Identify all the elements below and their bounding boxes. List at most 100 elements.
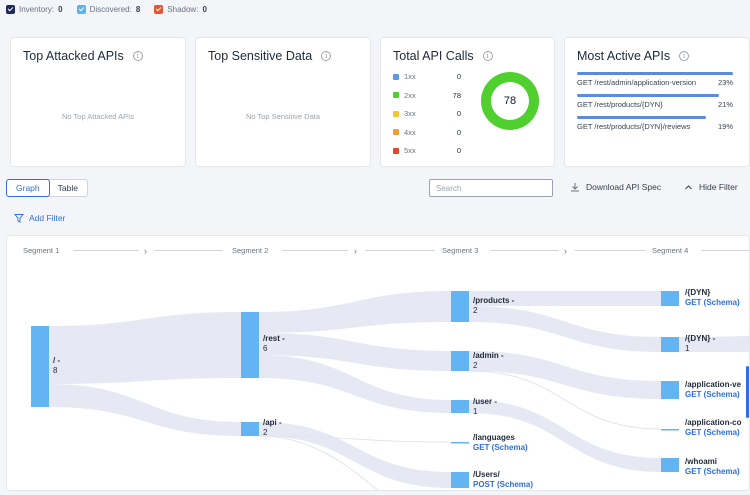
link-rest-products[interactable] bbox=[259, 291, 451, 333]
status-label: 1xx bbox=[404, 72, 416, 81]
link-dyncount-out[interactable] bbox=[679, 336, 750, 352]
link-products-dyncount[interactable] bbox=[469, 306, 661, 352]
node-appcon-method[interactable]: GET (Schema) bbox=[685, 428, 740, 437]
node-root-count: 8 bbox=[53, 366, 58, 375]
active-api-row[interactable]: GET /rest/products/{DYN}/reviews 19% bbox=[577, 116, 733, 138]
link-api-users[interactable] bbox=[259, 422, 451, 488]
discovered-label: Discovered: bbox=[89, 5, 132, 14]
status-count: 0 bbox=[456, 72, 461, 81]
hide-filter-button[interactable]: Hide Filter bbox=[684, 182, 738, 192]
chevron-right-icon: › bbox=[354, 246, 357, 256]
status-code-list: 1xx 0 2xx 78 3xx 0 4xx 0 5xx 0 bbox=[393, 72, 461, 165]
status-label: 2xx bbox=[404, 90, 416, 100]
status-row-5xx: 5xx 0 bbox=[393, 146, 461, 155]
node-api-count: 2 bbox=[263, 428, 268, 437]
info-icon[interactable]: i bbox=[679, 51, 690, 61]
node-appver[interactable] bbox=[661, 381, 679, 399]
active-api-row[interactable]: GET /rest/products/{DYN} 21% bbox=[577, 94, 733, 116]
api-path: GET /rest/admin/application-version bbox=[577, 78, 697, 87]
shadow-checkbox[interactable] bbox=[154, 5, 164, 14]
link-rest-user[interactable] bbox=[259, 355, 451, 413]
search-input[interactable] bbox=[429, 179, 553, 197]
node-users[interactable] bbox=[451, 472, 469, 488]
chevron-right-icon: › bbox=[564, 246, 567, 256]
node-api[interactable] bbox=[241, 422, 259, 436]
node-dyn-get[interactable] bbox=[661, 291, 679, 306]
discovered-checkbox[interactable] bbox=[76, 5, 86, 14]
link-admin-appver[interactable] bbox=[469, 351, 661, 399]
active-api-list: GET /rest/admin/application-version 23% … bbox=[577, 72, 733, 138]
status-count: 78 bbox=[452, 90, 461, 100]
node-dyn-count[interactable] bbox=[661, 337, 679, 352]
status-row-4xx: 4xx 0 bbox=[393, 128, 461, 137]
node-admin[interactable] bbox=[451, 351, 469, 371]
node-dyn-count-label: /{DYN} - bbox=[685, 334, 716, 343]
node-products-label: /products - bbox=[473, 296, 515, 305]
usage-bar bbox=[577, 94, 719, 97]
usage-bar bbox=[577, 72, 733, 75]
node-root[interactable] bbox=[31, 326, 49, 407]
node-user-count: 1 bbox=[473, 407, 478, 416]
node-rest-label: /rest - bbox=[263, 334, 285, 343]
shadow-filter[interactable]: Shadow: 0 bbox=[154, 5, 207, 14]
add-filter-button[interactable]: Add Filter bbox=[14, 213, 65, 223]
node-user[interactable] bbox=[451, 400, 469, 413]
info-icon[interactable]: i bbox=[132, 51, 143, 61]
node-dyn-get-method[interactable]: GET (Schema) bbox=[685, 298, 740, 307]
active-api-row[interactable]: GET /rest/admin/application-version 23% bbox=[577, 72, 733, 94]
node-whoami[interactable] bbox=[661, 458, 679, 472]
node-appcon-label: /application-co bbox=[685, 418, 742, 427]
link-root-api[interactable] bbox=[49, 384, 241, 436]
status-row-3xx: 3xx 0 bbox=[393, 109, 461, 118]
segment-divider bbox=[155, 250, 223, 251]
node-dyn-get-label: /{DYN} bbox=[685, 288, 711, 297]
filter-icon bbox=[14, 214, 24, 223]
link-api-languages[interactable] bbox=[258, 435, 452, 443]
node-rest[interactable] bbox=[241, 312, 259, 378]
link-api-offscreen[interactable] bbox=[258, 435, 387, 491]
top-attacked-card: Top Attacked APIs i No Top Attacked APIs bbox=[10, 37, 186, 167]
node-appver-method[interactable]: GET (Schema) bbox=[685, 390, 740, 399]
node-appcon[interactable] bbox=[661, 429, 679, 431]
inventory-filter[interactable]: Inventory: 0 bbox=[6, 5, 63, 14]
status-count: 0 bbox=[456, 109, 461, 118]
link-admin-appcon[interactable] bbox=[468, 370, 662, 430]
download-icon bbox=[571, 183, 579, 192]
hide-filter-label: Hide Filter bbox=[699, 182, 738, 192]
status-row-1xx: 1xx 0 bbox=[393, 72, 461, 81]
api-path: GET /rest/products/{DYN}/reviews bbox=[577, 122, 691, 131]
node-languages-method[interactable]: GET (Schema) bbox=[473, 443, 528, 452]
sankey-links bbox=[49, 291, 750, 488]
node-root-label: / - bbox=[53, 356, 61, 365]
tab-table[interactable]: Table bbox=[57, 183, 78, 193]
sankey-graph bbox=[31, 291, 750, 491]
chevron-up-icon bbox=[685, 184, 692, 189]
node-products[interactable] bbox=[451, 291, 469, 322]
status-count: 0 bbox=[456, 127, 461, 137]
api-graph-panel: Segment 1 › Segment 2 › Segment 3 › Segm… bbox=[6, 235, 750, 491]
segment-header-4: Segment 4 bbox=[652, 246, 689, 255]
tab-graph[interactable]: Graph bbox=[6, 179, 50, 197]
link-root-rest[interactable] bbox=[49, 312, 241, 384]
link-products-dyn[interactable] bbox=[469, 291, 661, 306]
download-api-spec-button[interactable]: Download API Spec bbox=[570, 182, 661, 192]
node-whoami-method[interactable]: GET (Schema) bbox=[685, 467, 740, 476]
node-users-method[interactable]: POST (Schema) bbox=[473, 480, 534, 489]
horizontal-scroll-handle[interactable] bbox=[746, 366, 749, 418]
info-icon[interactable]: i bbox=[482, 51, 493, 61]
segment-header-3: Segment 3 bbox=[442, 246, 479, 255]
api-percent: 21% bbox=[717, 100, 733, 109]
info-icon[interactable]: i bbox=[321, 51, 332, 61]
link-user-whoami[interactable] bbox=[469, 400, 661, 472]
calls-donut-chart: 78 bbox=[481, 72, 539, 130]
node-languages[interactable] bbox=[451, 442, 469, 444]
inventory-checkbox[interactable] bbox=[6, 5, 15, 14]
node-dyn-count-count: 1 bbox=[685, 344, 690, 353]
api-percent: 19% bbox=[717, 122, 733, 131]
segment-divider bbox=[701, 250, 749, 251]
thin-links bbox=[258, 370, 662, 491]
node-languages-label: /languages bbox=[473, 433, 515, 442]
swatch bbox=[393, 73, 399, 80]
discovered-filter[interactable]: Discovered: 8 bbox=[76, 5, 140, 14]
link-rest-admin[interactable] bbox=[259, 333, 451, 371]
